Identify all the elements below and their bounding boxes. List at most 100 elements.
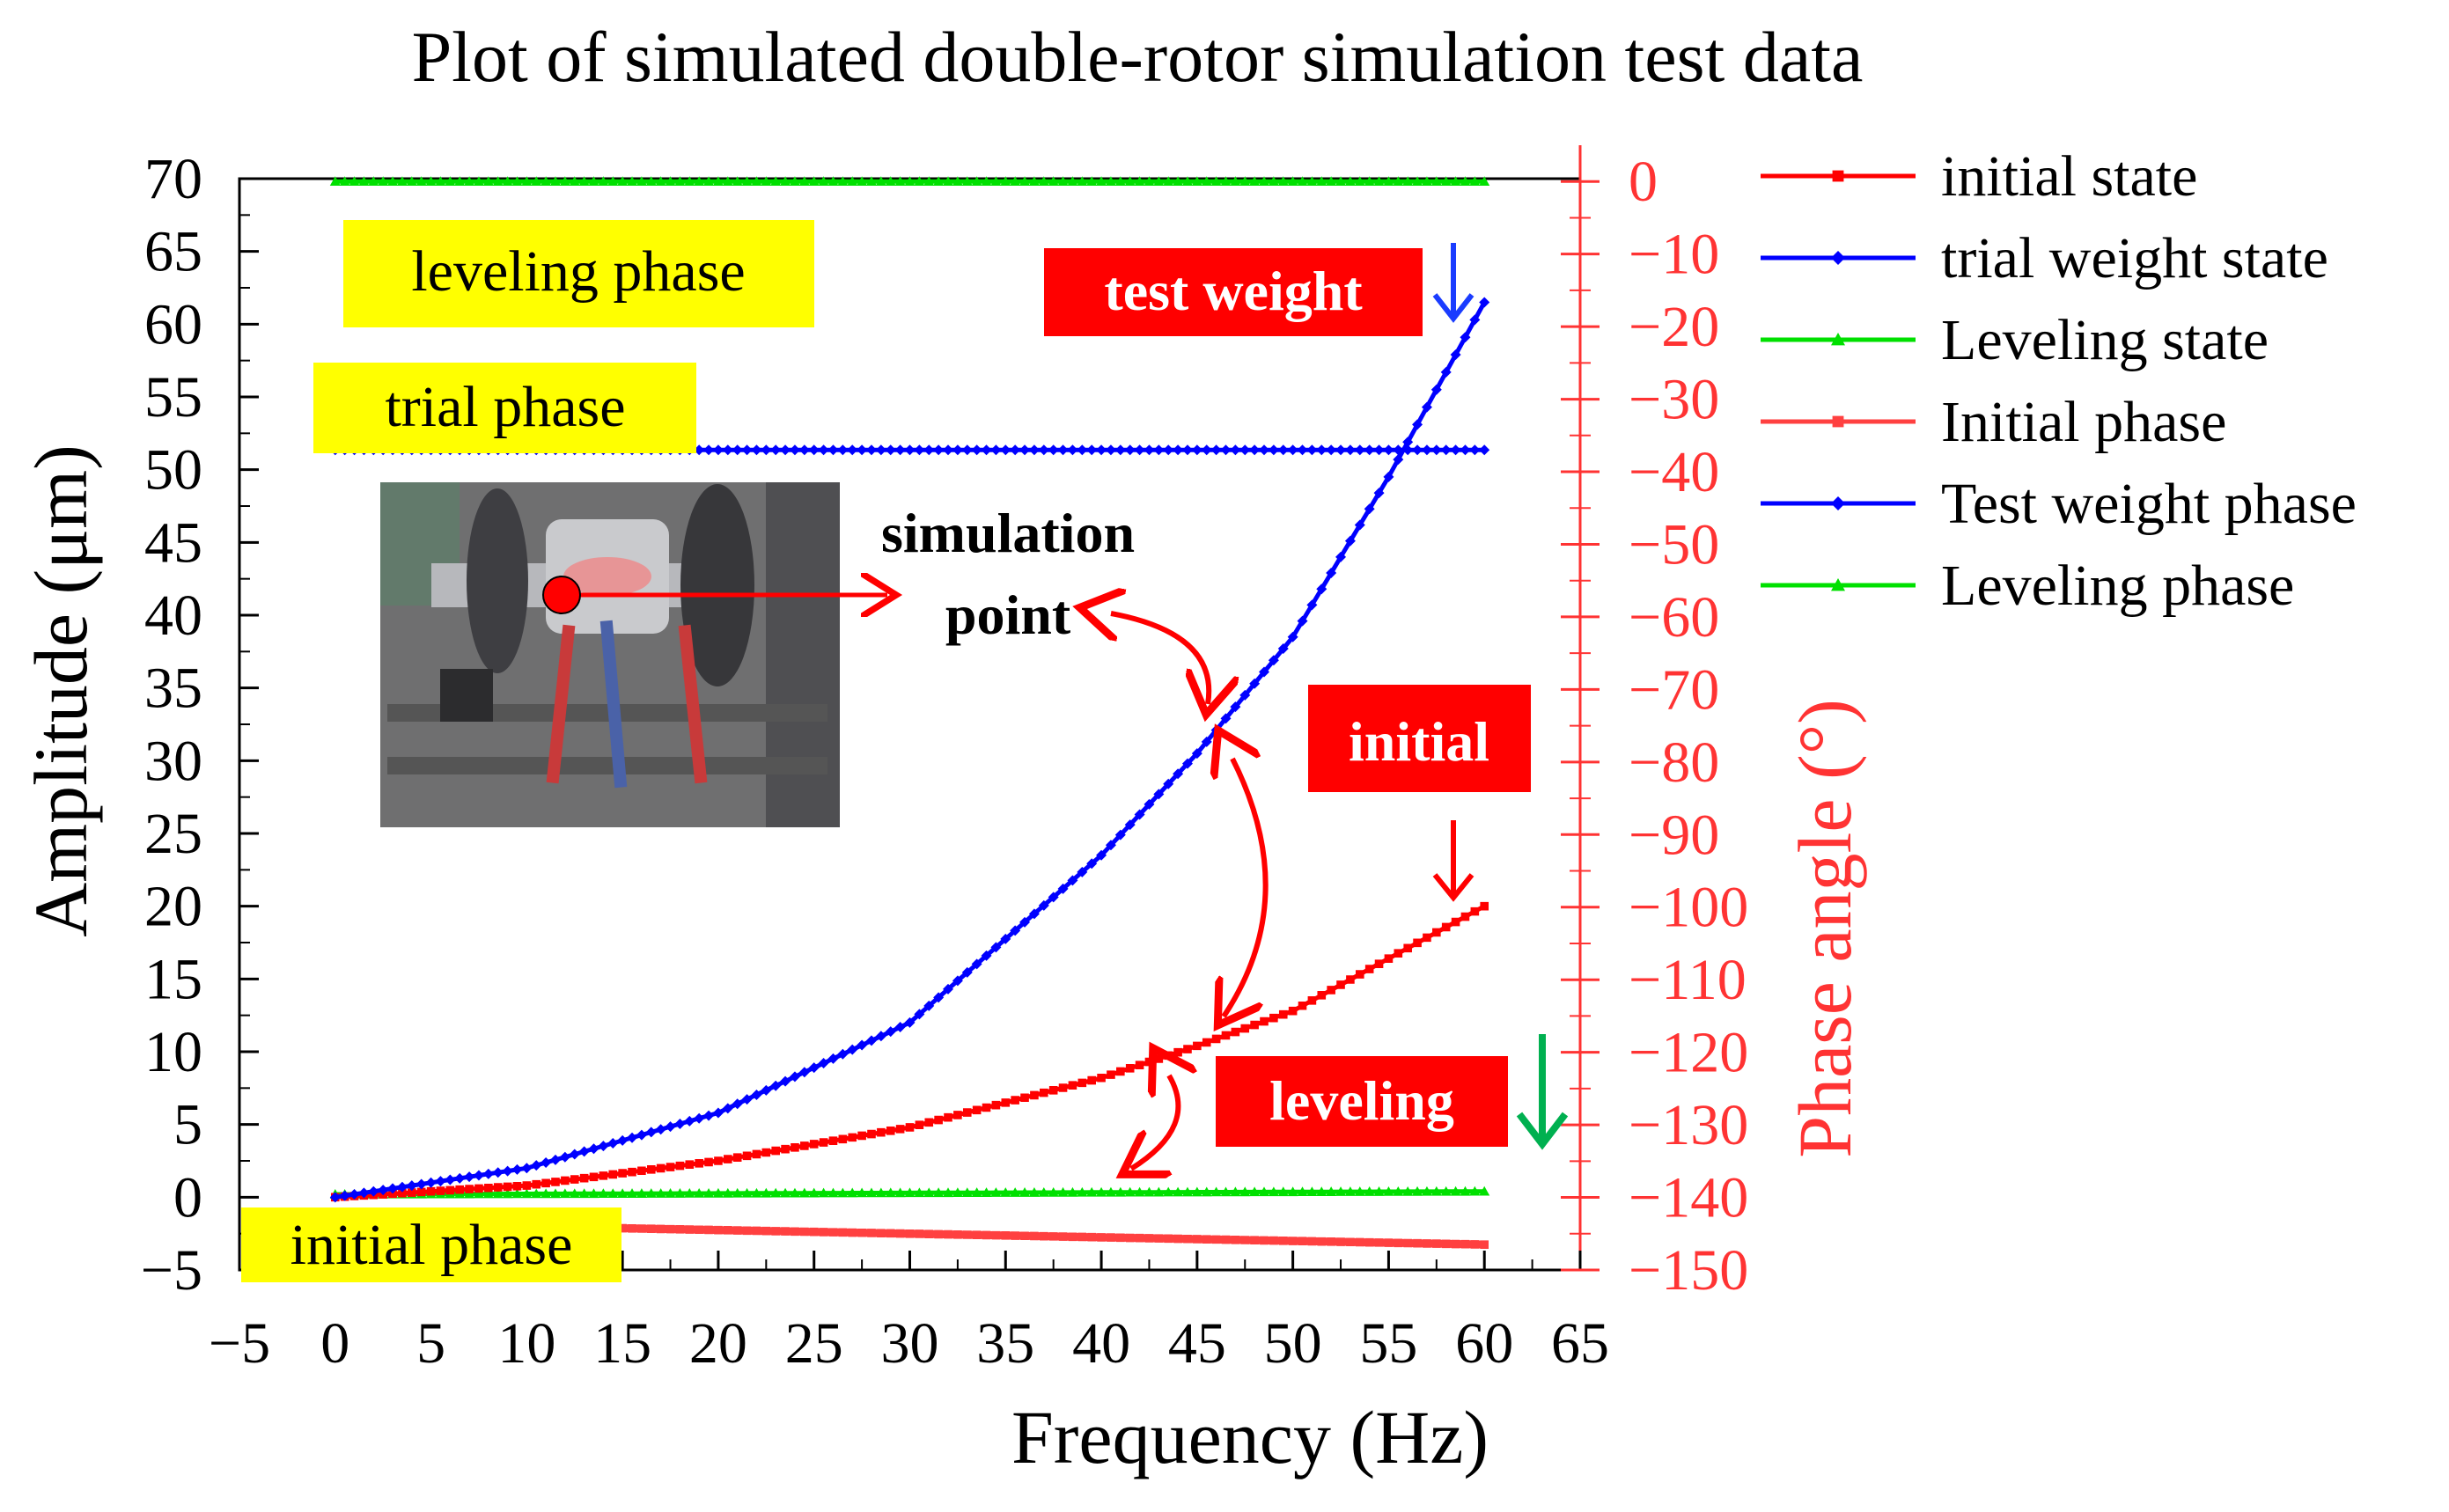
- y2-tick-label: −20: [1629, 295, 1719, 359]
- x-axis-title: Frequency (Hz): [1011, 1395, 1489, 1479]
- x-tick-label: 0: [320, 1311, 349, 1376]
- leveling-phase-text: leveling phase: [411, 239, 745, 304]
- simulation-label-line2: point: [945, 584, 1071, 646]
- initial-text: initial: [1349, 710, 1489, 773]
- simulation-pointer: [542, 576, 887, 613]
- y2-tick-label: −60: [1629, 585, 1719, 650]
- series-markers: [329, 1185, 1490, 1199]
- legend-label: Leveling state: [1941, 308, 2269, 372]
- y2-axis-title: Phase angle (°): [1783, 699, 1867, 1158]
- legend-marker: [1831, 251, 1845, 265]
- y-tick-label: 45: [144, 510, 202, 575]
- x-tick-label: 40: [1072, 1311, 1130, 1376]
- series-initial-state: [330, 901, 1489, 1202]
- legend-item: trial weight state: [1761, 226, 2328, 290]
- y2-tick-label: −10: [1629, 223, 1719, 287]
- trial-phase-text: trial phase: [385, 375, 625, 439]
- legend-marker: [1831, 333, 1845, 346]
- trial-phase-box: trial phase: [313, 363, 696, 453]
- x-tick-label: 60: [1455, 1311, 1513, 1376]
- x-tick-label: 35: [976, 1311, 1034, 1376]
- y-tick-label: 55: [144, 365, 202, 429]
- x-tick-label: 55: [1359, 1311, 1417, 1376]
- y-tick-label: 40: [144, 584, 202, 648]
- legend-marker: [1831, 578, 1845, 591]
- legend-label: Leveling phase: [1941, 554, 2294, 618]
- y2-tick-label: −110: [1629, 948, 1747, 1012]
- legend-label: Test weight phase: [1941, 472, 2357, 536]
- arrow-red-to-green: [1131, 1075, 1178, 1169]
- series-leveling-phase: [329, 176, 1490, 187]
- leveling-text: leveling: [1269, 1069, 1454, 1132]
- y-tick-label: 35: [144, 657, 202, 721]
- legend-label: trial weight state: [1941, 226, 2328, 290]
- y-tick-label: 25: [144, 802, 202, 866]
- legend-item: Leveling state: [1761, 308, 2269, 372]
- y2-tick-label: −50: [1629, 512, 1719, 576]
- x-tick-label: 15: [593, 1311, 651, 1376]
- x-tick-label: 50: [1264, 1311, 1322, 1376]
- y-tick-label: 60: [144, 292, 202, 356]
- y2-tick-label: −130: [1629, 1093, 1748, 1157]
- initial-phase-text: initial phase: [290, 1213, 573, 1277]
- y-axis-title: Amplitude (μm): [18, 444, 103, 937]
- legend-item: Initial phase: [1761, 390, 2226, 454]
- y-tick-label: 0: [173, 1165, 202, 1229]
- test-weight-text: test weight: [1104, 260, 1363, 322]
- rotor-photo: [380, 482, 840, 827]
- y2-tick-label: −150: [1629, 1238, 1748, 1303]
- y2-tick-label: −80: [1629, 730, 1719, 795]
- legend-label: initial state: [1941, 144, 2197, 209]
- green-down-arrow: [1516, 1034, 1569, 1150]
- x-tick-label: 30: [881, 1311, 939, 1376]
- red-down-arrow: [1432, 820, 1475, 902]
- series-markers: [329, 297, 1490, 1203]
- x-tick-label: −5: [209, 1311, 270, 1376]
- series-line: [335, 904, 1486, 1200]
- y-tick-label: 30: [144, 729, 202, 793]
- legend-item: Leveling phase: [1761, 554, 2294, 618]
- x-tick-label: 45: [1168, 1311, 1226, 1376]
- legend-item: initial state: [1761, 144, 2197, 209]
- legend: initial state trial weight state Leveling …: [1761, 144, 2357, 618]
- initial-box: initial: [1308, 685, 1531, 792]
- y-tick-label: 50: [144, 438, 202, 503]
- series-markers: [329, 176, 1490, 187]
- leveling-box: leveling: [1216, 1056, 1508, 1147]
- y2-tick-label: −70: [1629, 657, 1719, 722]
- x-tick-label: 20: [689, 1311, 747, 1376]
- y2-tick-label: −40: [1629, 440, 1719, 504]
- y-tick-label: 65: [144, 220, 202, 284]
- y-tick-label: 70: [144, 147, 202, 211]
- series-markers: [330, 901, 1489, 1202]
- initial-phase-box: initial phase: [241, 1207, 621, 1282]
- y-tick-label: 5: [173, 1093, 202, 1157]
- y-tick-label: 20: [144, 875, 202, 939]
- chart-title: Plot of simulated double-rotor simulatio…: [412, 17, 1864, 97]
- simulation-label-line1: simulation: [881, 502, 1135, 564]
- y2-tick-label: −120: [1629, 1021, 1748, 1085]
- x-tick-label: 25: [785, 1311, 843, 1376]
- x-tick-label: 65: [1551, 1311, 1609, 1376]
- arrow-blue-to-red: [1224, 759, 1269, 1017]
- legend-label: Initial phase: [1941, 390, 2226, 454]
- legend-marker: [1832, 170, 1844, 182]
- y2-tick-label: 0: [1629, 150, 1658, 214]
- y-tick-label: 15: [144, 947, 202, 1011]
- y2-tick-label: −140: [1629, 1166, 1748, 1230]
- y-tick-label: −5: [141, 1238, 202, 1303]
- arrow-point-to-blue: [1111, 613, 1209, 704]
- x-tick-label: 5: [416, 1311, 445, 1376]
- test-weight-box: test weight: [1044, 248, 1423, 336]
- series-leveling-state: [329, 1185, 1490, 1199]
- y2-tick-label: −30: [1629, 368, 1719, 432]
- y2-tick-label: −100: [1629, 876, 1748, 940]
- blue-down-arrow: [1432, 243, 1475, 323]
- y-tick-label: 10: [144, 1020, 202, 1084]
- leveling-phase-box: leveling phase: [343, 220, 814, 327]
- axes: −5 0 5 10 15 20 25 30 35 40 45 50 55 60 65−50510152025…: [141, 145, 1748, 1376]
- legend-marker: [1832, 415, 1844, 428]
- y2-tick-label: −90: [1629, 803, 1719, 867]
